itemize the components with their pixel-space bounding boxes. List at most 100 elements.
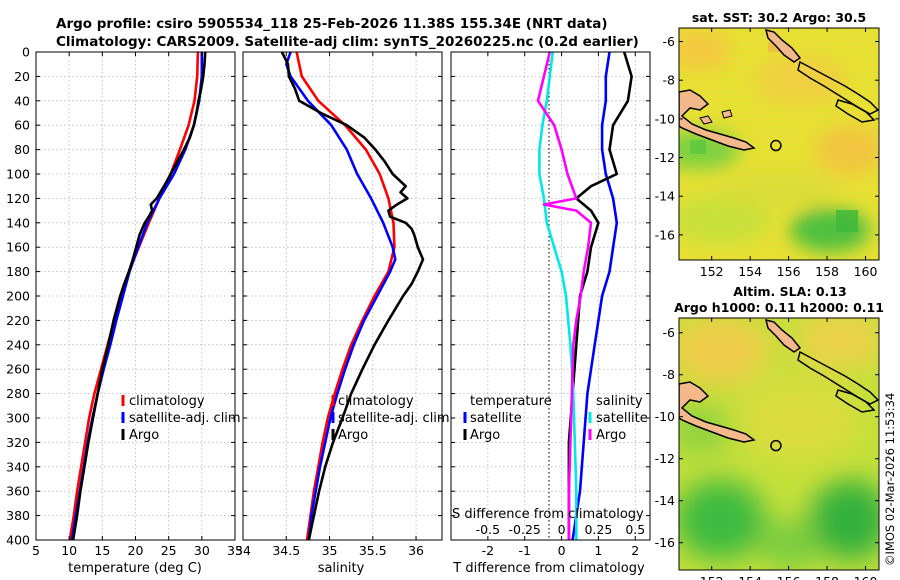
depth-tick-label: 280 bbox=[6, 386, 30, 401]
x-tick-label: 34.5 bbox=[272, 543, 300, 558]
legend-label-climatology: climatology bbox=[338, 394, 414, 409]
difference-series bbox=[536, 52, 633, 540]
difference-panel: -2 -1 0 1 2 S difference from climatology -0… bbox=[450, 51, 651, 576]
argo-profile-location bbox=[770, 439, 782, 452]
salinity-difference-tick-label: 0.5 bbox=[625, 522, 645, 537]
salinity-difference-tick-labels: -0.5 -0.25 0 0.25 0.5 bbox=[476, 522, 646, 537]
x-tick-label: 35.5 bbox=[359, 543, 387, 558]
x-tick-label: 20 bbox=[128, 543, 144, 558]
temperature-xlabel: temperature (deg C) bbox=[68, 561, 202, 576]
legend-label-satellite-adj: satellite-adj. clim bbox=[338, 411, 450, 426]
land-guadalcanal bbox=[835, 389, 876, 413]
x-tick-label: -2 bbox=[482, 543, 494, 558]
map-lon-label: 160 bbox=[854, 574, 878, 580]
map-lat-label: -6 bbox=[663, 34, 676, 49]
legend-label-s-argo: Argo bbox=[596, 428, 626, 443]
x-tick-label: 25 bbox=[161, 543, 177, 558]
legend-label-t-satellite: satellite bbox=[470, 411, 522, 426]
map-lat-label: -16 bbox=[655, 535, 675, 550]
sst-cool-patch bbox=[690, 140, 706, 154]
series-line-satellite-adj-clim bbox=[284, 52, 397, 540]
sla-map-ticks: 152 154 156 158 160 -6 -8 -10 -12 -14 -16 bbox=[655, 318, 879, 580]
x-tick-label: 2 bbox=[631, 543, 639, 558]
land-png-coast bbox=[679, 89, 756, 151]
map-lon-label: 158 bbox=[815, 264, 839, 279]
sst-warm-patch bbox=[768, 42, 780, 52]
legend-label-temperature: temperature bbox=[470, 394, 552, 409]
x-tick-label: 35 bbox=[227, 543, 243, 558]
sla-map-field bbox=[679, 318, 879, 570]
depth-tick-label: 320 bbox=[6, 435, 30, 450]
sst-map-ticks: 152 154 156 158 160 -6 -8 -10 -12 -14 -16 bbox=[655, 28, 879, 279]
map-lat-label: -12 bbox=[655, 150, 675, 165]
map-lat-label: -14 bbox=[655, 493, 675, 508]
map-lat-label: -16 bbox=[655, 227, 675, 242]
sla-map: Altim. SLA: 0.13 Argo h1000: 0.11 h2000:… bbox=[655, 284, 884, 580]
map-lon-label: 154 bbox=[738, 574, 762, 580]
depth-tick-label: 80 bbox=[14, 142, 30, 157]
depth-tick-labels: 0 20 40 60 80 100 120 140 160 180 200 220 240 260 280 3… bbox=[6, 45, 30, 548]
legend-label-salinity: salinity bbox=[596, 394, 643, 409]
difference-ticks: -2 -1 0 1 2 bbox=[451, 51, 650, 558]
x-tick-label: 35 bbox=[322, 543, 338, 558]
temperature-legend: climatology satellite-adj. clim Argo bbox=[121, 394, 241, 443]
imos-credit: ©IMOS 02-Mar-2026 11:53:34 bbox=[883, 393, 897, 566]
salinity-panel: 34 34.5 35 35.5 36 salinity climatology sate… bbox=[235, 51, 450, 576]
argo-profile-location bbox=[770, 139, 782, 152]
sla-map-title-line2: Argo h1000: 0.11 h2000: 0.11 bbox=[674, 300, 884, 315]
legend-label-argo: Argo bbox=[338, 428, 368, 443]
depth-tick-label: 220 bbox=[6, 313, 30, 328]
land-islands bbox=[699, 109, 733, 125]
legend-label-argo: Argo bbox=[129, 428, 159, 443]
legend-label-satellite-adj: satellite-adj. clim bbox=[129, 411, 241, 426]
depth-tick-label: 400 bbox=[6, 533, 30, 548]
depth-tick-label: 60 bbox=[14, 118, 30, 133]
depth-tick-label: 340 bbox=[6, 459, 30, 474]
depth-tick-label: 180 bbox=[6, 264, 30, 279]
map-lat-label: -10 bbox=[655, 111, 675, 126]
depth-tick-label: 100 bbox=[6, 167, 30, 182]
depth-tick-label: 140 bbox=[6, 215, 30, 230]
temperature-difference-xlabel: T difference from climatology bbox=[452, 561, 645, 576]
map-lat-label: -12 bbox=[655, 451, 675, 466]
depth-tick-label: 200 bbox=[6, 289, 30, 304]
salinity-difference-tick-label: 0.25 bbox=[584, 522, 612, 537]
salinity-difference-tick-label: -0.25 bbox=[509, 522, 541, 537]
map-lat-label: -8 bbox=[663, 73, 676, 88]
temperature-difference-legend: temperature satellite Argo bbox=[463, 394, 552, 443]
x-tick-label: -1 bbox=[518, 543, 530, 558]
depth-tick-label: 0 bbox=[22, 45, 30, 60]
x-tick-label: 10 bbox=[61, 543, 77, 558]
depth-tick-label: 260 bbox=[6, 362, 30, 377]
legend-label-t-argo: Argo bbox=[470, 428, 500, 443]
depth-tick-label: 120 bbox=[6, 191, 30, 206]
salinity-difference-xlabel: S difference from climatology bbox=[452, 507, 644, 522]
map-lon-label: 152 bbox=[700, 264, 724, 279]
map-lat-label: -6 bbox=[663, 325, 676, 340]
map-lon-label: 158 bbox=[815, 574, 839, 580]
x-tick-label: 5 bbox=[32, 543, 40, 558]
salinity-xlabel: salinity bbox=[318, 561, 365, 576]
depth-tick-label: 160 bbox=[6, 240, 30, 255]
salinity-difference-tick-label: -0.5 bbox=[476, 522, 500, 537]
salinity-difference-tick-label: 0 bbox=[558, 522, 566, 537]
land-bougainville bbox=[764, 318, 802, 353]
map-lon-label: 152 bbox=[700, 574, 724, 580]
sst-map-title: sat. SST: 30.2 Argo: 30.5 bbox=[692, 10, 866, 25]
map-lat-label: -10 bbox=[655, 409, 675, 424]
difference-gridlines bbox=[451, 51, 650, 541]
sst-map-field bbox=[679, 28, 879, 260]
series-line-climatology bbox=[295, 52, 396, 540]
depth-tick-label: 20 bbox=[14, 69, 30, 84]
series-line-argo bbox=[280, 52, 425, 540]
salinity-gridlines bbox=[243, 51, 442, 541]
x-tick-label: 0 bbox=[558, 543, 566, 558]
temperature-ticks: 5 10 15 20 25 30 35 bbox=[32, 51, 243, 558]
map-lat-label: -8 bbox=[663, 367, 676, 382]
x-tick-label: 34 bbox=[235, 543, 251, 558]
figure-title-line2: Climatology: CARS2009. Satellite-adj cli… bbox=[56, 34, 639, 50]
depth-tick-label: 40 bbox=[14, 93, 30, 108]
sst-cool-patch bbox=[836, 210, 858, 232]
land-solomon-islands bbox=[797, 60, 879, 115]
